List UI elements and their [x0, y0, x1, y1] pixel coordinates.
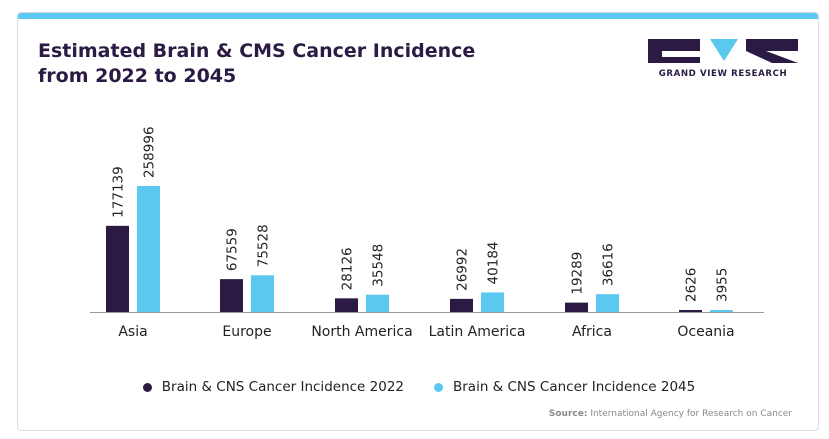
data-label: 177139 [111, 166, 127, 218]
brand-name: GRAND VIEW RESEARCH [658, 69, 788, 79]
data-label: 3955 [715, 268, 731, 302]
bar [679, 310, 702, 312]
x-tick-label: Europe [222, 324, 271, 340]
chart-legend: Brain & CNS Cancer Incidence 2022 Brain &… [18, 379, 818, 395]
bar [106, 225, 129, 312]
legend-marker-icon [434, 382, 443, 392]
bar [137, 186, 160, 312]
bar [335, 298, 358, 312]
data-label: 35548 [371, 244, 387, 287]
chart-title: Estimated Brain & CMS Cancer Incidence f… [38, 39, 558, 89]
chart-title-line-2: from 2022 to 2045 [38, 65, 237, 87]
source-label: Source: [548, 409, 588, 419]
source-note: Source: International Agency for Researc… [549, 409, 792, 419]
legend-marker-icon [142, 382, 152, 392]
chart-title-line-1: Estimated Brain & CMS Cancer Incidence [38, 40, 476, 62]
data-label: 40184 [486, 241, 502, 284]
x-tick-label: Asia [118, 324, 147, 340]
bar [481, 292, 504, 312]
bar [565, 302, 588, 312]
data-label: 36616 [601, 243, 617, 286]
bar [450, 298, 473, 312]
bar [251, 275, 274, 312]
legend-item: Brain & CNS Cancer Incidence 2022 [142, 379, 404, 395]
card-accent-bar [18, 13, 818, 19]
data-label: 2626 [684, 268, 700, 302]
source-text: International Agency for Research on Can… [590, 409, 792, 419]
legend-label: Brain & CNS Cancer Incidence 2022 [161, 379, 404, 395]
data-label: 26992 [455, 248, 471, 291]
x-tick-label: Oceania [677, 324, 734, 340]
bar [596, 294, 619, 312]
data-label: 19289 [570, 252, 586, 295]
chart-card: Estimated Brain & CMS Cancer Incidence f… [17, 12, 819, 431]
data-label: 28126 [340, 247, 356, 290]
data-label: 75528 [256, 224, 272, 267]
data-label: 258996 [142, 126, 158, 178]
bar [366, 294, 389, 312]
data-label: 67559 [225, 228, 241, 271]
x-tick-label: Africa [572, 324, 612, 340]
bar-chart: 177139 258996 Asia 67559 75528 Europe 28126 355… [90, 126, 764, 340]
bar [710, 310, 733, 312]
x-tick-label: Latin America [429, 324, 526, 340]
x-tick-label: North America [311, 324, 412, 340]
bar [220, 279, 243, 312]
legend-item: Brain & CNS Cancer Incidence 2045 [434, 379, 695, 395]
grand-view-research-logo-icon [648, 39, 798, 63]
legend-label: Brain & CNS Cancer Incidence 2045 [453, 379, 696, 395]
